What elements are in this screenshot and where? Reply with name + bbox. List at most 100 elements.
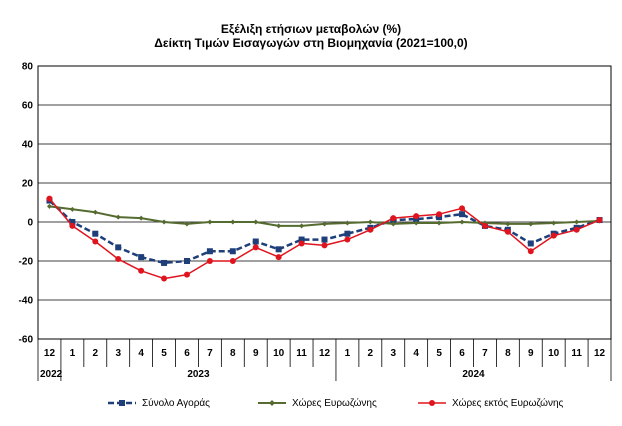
data-point <box>528 221 534 227</box>
data-point <box>574 219 580 225</box>
data-point <box>596 217 603 224</box>
chart-title: Εξέλιξη ετήσιων μεταβολών (%) <box>220 22 402 36</box>
data-point <box>230 219 236 225</box>
data-point <box>390 215 397 222</box>
data-point <box>573 226 580 233</box>
x-tick-label: 12 <box>44 348 56 359</box>
x-tick-label: 7 <box>207 348 213 359</box>
data-point <box>252 238 259 245</box>
data-point <box>321 236 328 243</box>
x-tick-label: 10 <box>548 348 560 359</box>
data-point <box>413 220 419 226</box>
data-point <box>436 220 442 226</box>
data-point <box>413 213 420 220</box>
x-tick-label: 2 <box>368 348 374 359</box>
data-point <box>459 219 465 225</box>
data-point <box>276 223 282 229</box>
x-tick-label: 4 <box>413 348 419 359</box>
data-point <box>207 219 213 225</box>
data-point <box>527 240 534 247</box>
data-point <box>46 203 52 209</box>
data-point <box>505 221 511 227</box>
x-tick-label: 12 <box>594 348 606 359</box>
data-point <box>138 254 145 261</box>
data-point <box>115 244 122 251</box>
data-point <box>138 267 145 274</box>
data-point <box>115 256 122 263</box>
x-tick-label: 2 <box>93 348 99 359</box>
x-tick-label: 3 <box>115 348 121 359</box>
data-point <box>367 226 374 233</box>
data-point <box>527 248 534 255</box>
legend-label-non-eurozone: Χώρες εκτός Ευρωζώνης <box>452 397 564 409</box>
data-point <box>115 214 121 220</box>
x-tick-label: 7 <box>482 348 488 359</box>
x-tick-label: 3 <box>390 348 396 359</box>
data-point <box>481 222 488 229</box>
x-year-label: 2022 <box>40 369 63 380</box>
x-tick-label: 5 <box>161 348 167 359</box>
y-tick-label: 80 <box>22 62 34 73</box>
data-point <box>322 221 327 227</box>
data-point <box>69 222 76 229</box>
data-point <box>551 220 557 226</box>
data-point <box>459 211 466 218</box>
data-point <box>299 223 305 229</box>
plot-area-border <box>37 65 612 340</box>
data-point <box>275 246 282 253</box>
x-tick-label: 8 <box>230 348 236 359</box>
chart-subtitle: Δείκτη Τιμών Εισαγωγών στη Βιομηχανία (2… <box>154 36 468 50</box>
data-point <box>183 258 190 264</box>
data-point <box>459 205 466 212</box>
legend-label-total: Σύνολο Αγοράς <box>142 397 210 409</box>
y-tick-label: -40 <box>19 296 34 307</box>
y-tick-label: 20 <box>22 179 34 190</box>
x-tick-label: 11 <box>296 348 307 359</box>
legend-item-non-eurozone: Χώρες εκτός Ευρωζώνης <box>418 396 563 410</box>
legend-swatch-non-eurozone <box>418 400 446 406</box>
legend-item-eurozone: Χώρες Ευρωζώνης <box>258 396 377 410</box>
x-year-label: 2023 <box>187 369 210 380</box>
x-tick-label: 8 <box>505 348 511 359</box>
data-point <box>275 254 282 261</box>
data-point <box>46 195 53 202</box>
data-point <box>344 230 351 237</box>
x-tick-label: 11 <box>571 348 582 359</box>
data-point <box>436 211 443 218</box>
data-point <box>390 221 396 227</box>
data-point <box>161 275 168 282</box>
x-tick-label: 9 <box>528 348 534 359</box>
data-point <box>252 244 259 251</box>
y-tick-label: 0 <box>27 218 33 229</box>
x-tick-label: 5 <box>436 348 442 359</box>
x-year-label: 2024 <box>462 369 485 380</box>
data-point <box>69 206 75 212</box>
data-point <box>92 238 99 245</box>
y-tick-label: -20 <box>19 257 34 268</box>
data-point <box>298 236 305 243</box>
y-tick-label: 60 <box>22 101 34 112</box>
x-tick-label: 10 <box>273 348 285 359</box>
data-point <box>92 230 99 237</box>
data-point <box>550 232 557 239</box>
y-tick-label: 40 <box>22 140 34 151</box>
x-tick-label: 1 <box>345 348 351 359</box>
x-tick-label: 12 <box>319 348 331 359</box>
legend-swatch-total <box>108 400 136 406</box>
x-tick-label: 9 <box>253 348 259 359</box>
x-tick-label: 4 <box>138 348 144 359</box>
data-point <box>161 259 168 266</box>
data-point <box>161 219 167 225</box>
data-point <box>229 258 236 264</box>
x-tick-label: 6 <box>184 348 190 359</box>
x-tick-label: 1 <box>70 348 76 359</box>
legend-label-eurozone: Χώρες Ευρωζώνης <box>292 397 377 409</box>
data-point <box>253 219 259 225</box>
data-point <box>229 248 236 255</box>
data-point <box>183 271 190 278</box>
series-line-0 <box>48 199 600 265</box>
data-point <box>69 219 76 225</box>
data-point <box>321 242 328 249</box>
legend-swatch-eurozone <box>258 400 286 406</box>
data-point <box>367 219 373 225</box>
